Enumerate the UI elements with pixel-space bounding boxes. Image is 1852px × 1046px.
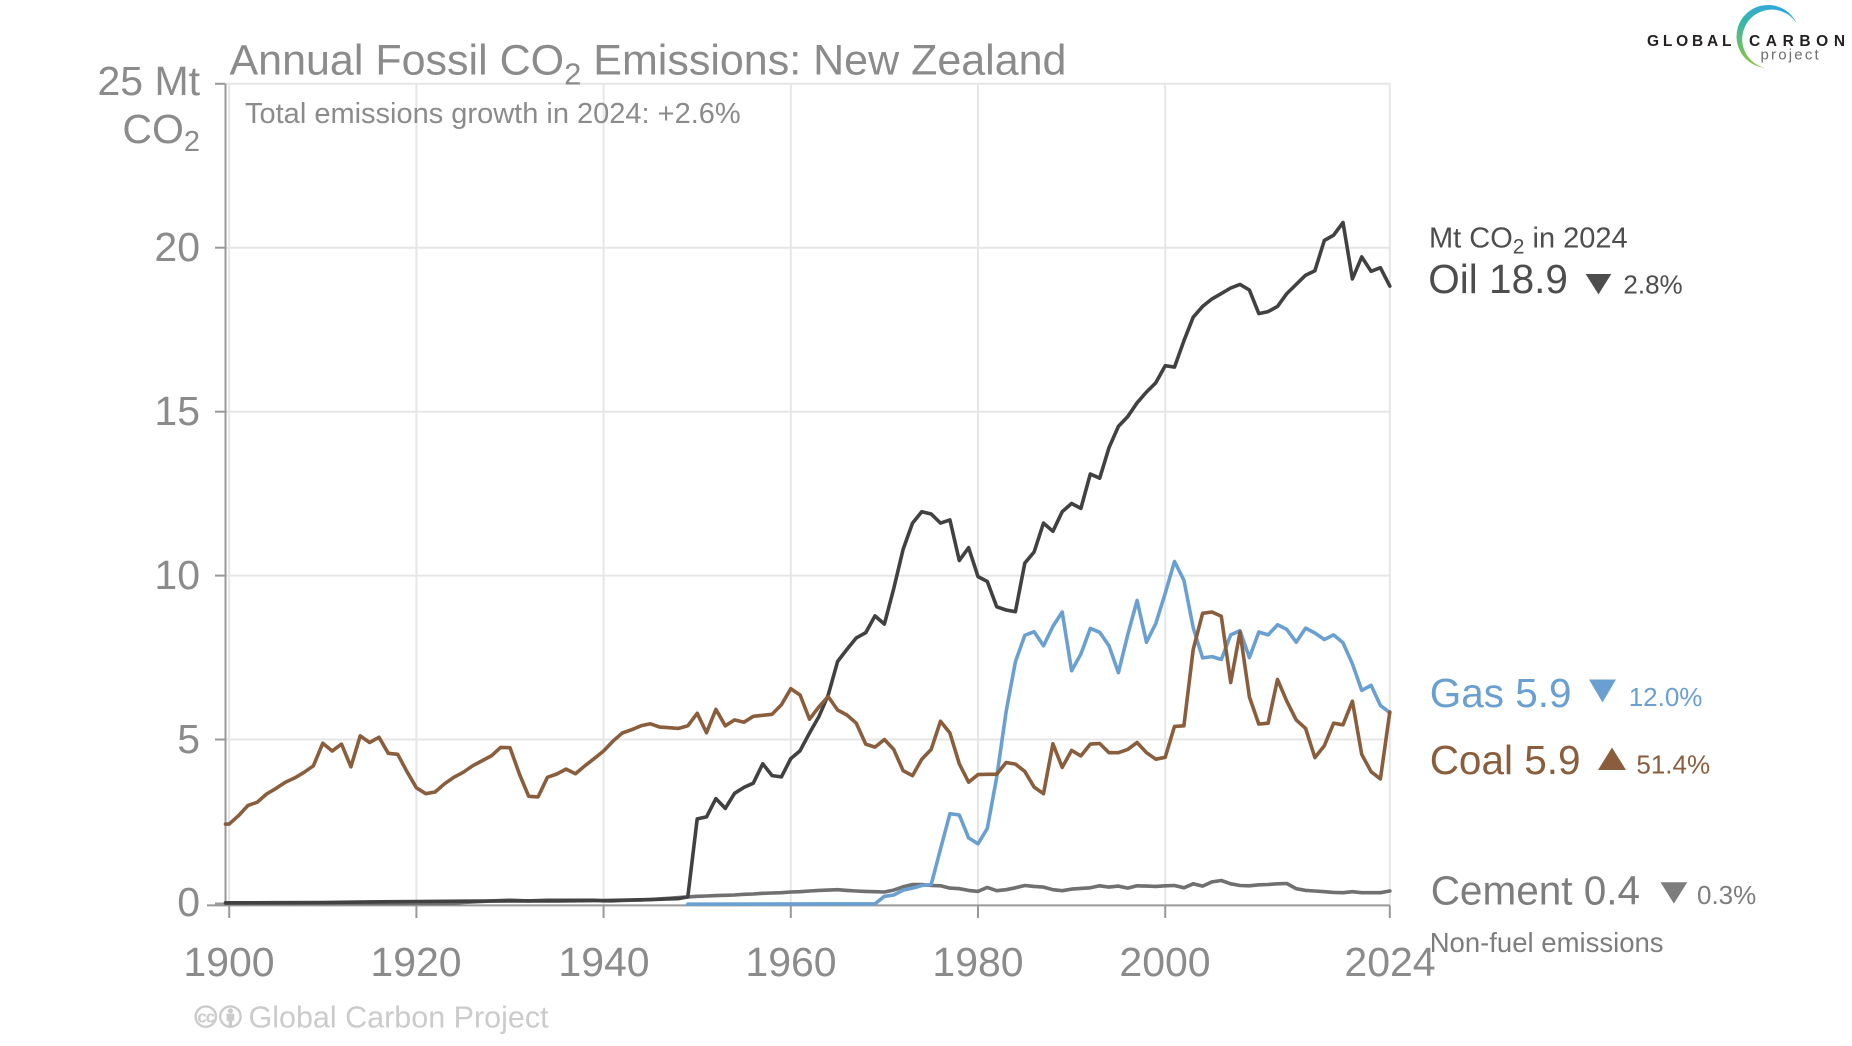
svg-text:1980: 1980 [932,939,1023,985]
svg-text:0.3%: 0.3% [1697,880,1756,910]
svg-text:cc: cc [197,1008,214,1027]
svg-text:1940: 1940 [558,939,649,985]
svg-text:1900: 1900 [183,939,274,985]
svg-text:20: 20 [154,224,200,270]
svg-text:CARBON: CARBON [1749,33,1851,50]
svg-text:Coal 5.9: Coal 5.9 [1430,737,1581,783]
svg-text:GLOBAL: GLOBAL [1647,33,1735,50]
svg-text:2.8%: 2.8% [1623,269,1682,299]
svg-text:5: 5 [177,716,200,762]
svg-text:Gas 5.9: Gas 5.9 [1430,670,1572,716]
svg-text:12.0%: 12.0% [1629,682,1703,712]
svg-text:Mt CO2 in 2024: Mt CO2 in 2024 [1429,223,1628,259]
svg-text:Oil 18.9: Oil 18.9 [1428,256,1568,302]
svg-text:project: project [1761,47,1821,64]
svg-text:Cement 0.4: Cement 0.4 [1431,868,1640,914]
svg-text:2000: 2000 [1119,939,1210,985]
svg-text:Global Carbon Project: Global Carbon Project [249,1001,550,1035]
svg-text:15: 15 [154,388,200,434]
svg-text:10: 10 [154,552,200,598]
svg-text:2024: 2024 [1344,939,1435,985]
svg-text:Non-fuel emissions: Non-fuel emissions [1430,927,1664,958]
svg-text:1960: 1960 [745,939,836,985]
svg-text:Annual Fossil CO2 Emissions: N: Annual Fossil CO2 Emissions: New Zealand [230,37,1067,92]
svg-text:Total emissions growth in 2024: Total emissions growth in 2024: +2.6% [245,98,741,130]
svg-text:1920: 1920 [370,939,461,985]
svg-text:25 Mt: 25 Mt [97,58,200,104]
svg-text:51.4%: 51.4% [1636,750,1710,780]
svg-text:0: 0 [177,879,200,925]
